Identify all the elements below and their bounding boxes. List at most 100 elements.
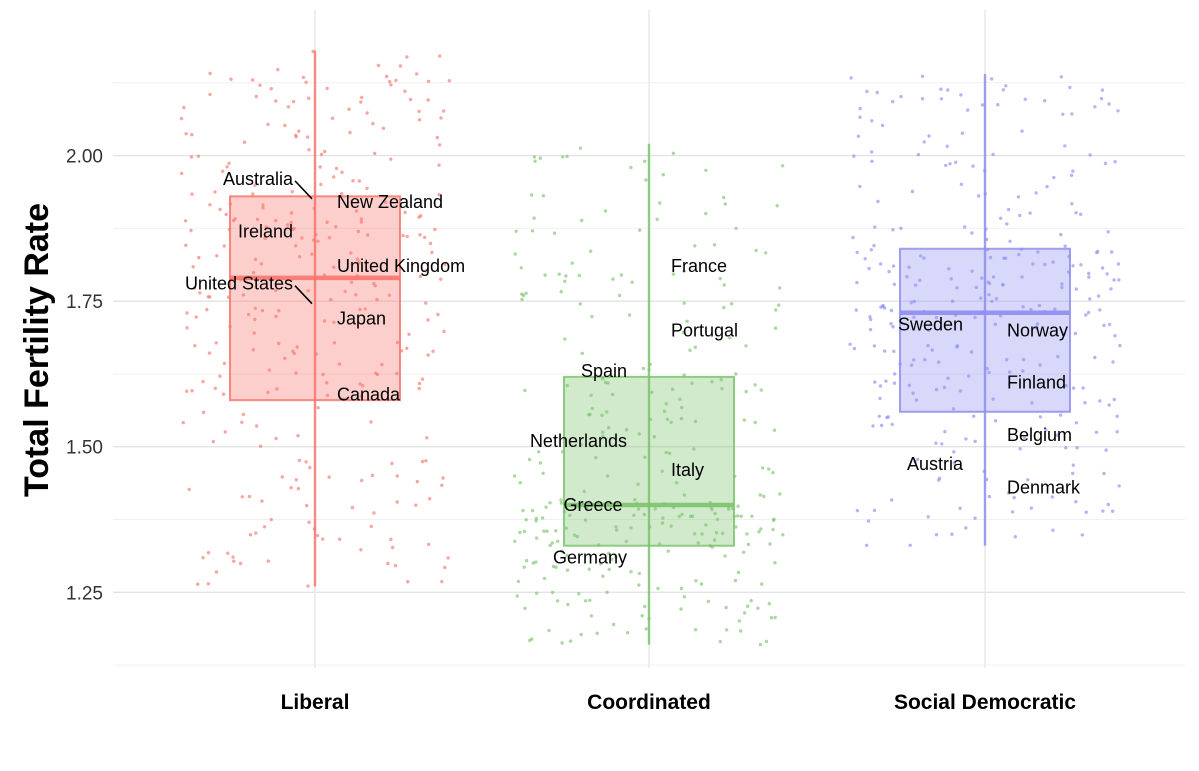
data-point (744, 389, 748, 394)
data-point (644, 627, 648, 631)
data-point (415, 479, 419, 484)
x-axis-categories: Liberal Coordinated Social Democratic (281, 691, 1077, 714)
data-point (274, 99, 278, 103)
data-point (213, 190, 217, 194)
data-point (704, 168, 708, 172)
data-point (690, 381, 694, 385)
data-point (438, 54, 442, 58)
data-point (757, 530, 761, 534)
data-point (343, 289, 347, 294)
data-point (384, 74, 389, 79)
data-point (718, 639, 722, 644)
data-point (1060, 285, 1064, 290)
data-point (1029, 506, 1034, 510)
data-point (371, 121, 375, 126)
data-point (889, 308, 894, 313)
data-point (926, 343, 930, 348)
y-tick-label: 1.25 (66, 583, 103, 604)
data-point (762, 494, 766, 499)
data-point (190, 389, 194, 393)
data-point (952, 450, 956, 454)
data-point (565, 383, 569, 388)
data-point (559, 501, 564, 505)
data-point (1056, 354, 1060, 359)
data-point (950, 299, 955, 303)
data-point (712, 538, 717, 542)
data-point (922, 256, 926, 260)
data-point (973, 439, 977, 444)
data-point (426, 98, 430, 102)
data-point (350, 505, 355, 510)
data-point (595, 631, 599, 635)
data-point (661, 516, 665, 520)
data-point (979, 296, 983, 300)
data-point (729, 302, 734, 306)
data-point (201, 556, 205, 560)
data-point (607, 567, 611, 572)
data-point (600, 413, 604, 417)
data-point (560, 641, 564, 645)
data-point (704, 211, 708, 216)
label-leader-line (294, 180, 313, 200)
data-point (685, 319, 689, 323)
data-point (759, 388, 763, 392)
data-point (294, 371, 298, 375)
data-point (966, 108, 970, 112)
data-point (970, 269, 974, 273)
data-point (868, 315, 872, 319)
data-point (308, 465, 312, 470)
data-point (369, 420, 373, 424)
data-point (425, 436, 429, 440)
data-point (190, 192, 194, 196)
country-label: France (671, 256, 727, 276)
data-point (521, 508, 525, 513)
data-point (946, 88, 950, 92)
data-point (327, 236, 332, 240)
data-point (848, 342, 852, 346)
data-point (778, 492, 782, 496)
data-point (263, 236, 267, 240)
data-point (870, 150, 874, 154)
data-point (224, 212, 228, 217)
data-point (443, 262, 447, 267)
data-point (911, 391, 915, 395)
data-point (253, 183, 257, 187)
data-point (987, 370, 991, 375)
data-point (972, 414, 976, 418)
data-point (912, 315, 916, 319)
data-point (277, 309, 281, 313)
data-point (260, 308, 265, 313)
data-point (1107, 403, 1111, 407)
country-label: Belgium (1007, 425, 1072, 445)
data-point (541, 471, 545, 475)
data-point (426, 353, 430, 357)
data-point (1113, 334, 1117, 338)
country-labels: Australia New Zealand Ireland United States… (185, 169, 1081, 567)
data-point (734, 372, 738, 376)
data-point (512, 474, 517, 478)
data-point (550, 541, 554, 545)
data-point (275, 387, 279, 391)
data-point (1005, 358, 1009, 362)
data-point (537, 450, 541, 454)
data-point (436, 312, 440, 317)
data-point (1079, 263, 1083, 267)
data-point (307, 148, 311, 152)
data-point (403, 210, 407, 215)
data-point (1012, 496, 1016, 500)
data-point (332, 175, 336, 179)
data-point (589, 614, 594, 618)
data-point (855, 280, 859, 285)
data-point (246, 312, 251, 317)
data-point (679, 586, 684, 591)
data-point (700, 532, 704, 536)
data-point (194, 315, 198, 319)
data-point (583, 518, 588, 522)
data-point (319, 182, 323, 187)
data-point (678, 397, 682, 401)
data-point (942, 385, 947, 390)
y-tick-label: 1.75 (66, 292, 103, 313)
data-point (196, 582, 200, 586)
data-point (229, 77, 233, 81)
data-point (255, 424, 259, 428)
